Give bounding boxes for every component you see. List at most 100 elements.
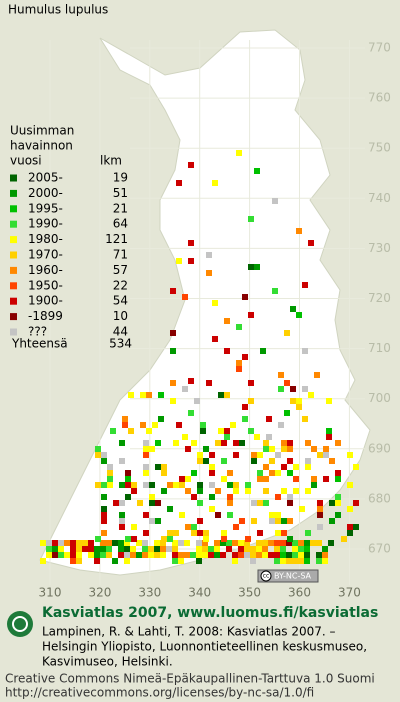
record-square <box>113 500 119 506</box>
record-square <box>268 540 274 546</box>
northing-label: 680 <box>368 491 391 505</box>
record-square <box>257 530 263 536</box>
easting-label: 330 <box>138 586 161 600</box>
record-square <box>254 168 260 174</box>
record-square <box>161 536 167 542</box>
record-square <box>197 518 203 524</box>
record-square <box>214 552 220 558</box>
record-square <box>263 464 269 470</box>
record-square <box>230 422 236 428</box>
record-square <box>257 476 263 482</box>
record-square <box>248 398 254 404</box>
record-square <box>167 530 173 536</box>
record-square <box>143 440 149 446</box>
record-square <box>256 546 262 552</box>
record-square <box>275 512 281 518</box>
record-square <box>220 540 226 546</box>
record-square <box>242 354 248 360</box>
record-square <box>209 464 215 470</box>
record-square <box>142 540 148 546</box>
record-square <box>263 500 269 506</box>
record-square <box>95 536 101 542</box>
record-square <box>52 540 58 546</box>
record-square <box>160 546 166 552</box>
legend-swatch <box>10 313 17 321</box>
record-square <box>287 470 293 476</box>
record-square <box>250 546 256 552</box>
record-square <box>154 552 160 558</box>
record-square <box>191 530 197 536</box>
record-square <box>161 488 167 494</box>
record-square <box>311 446 317 452</box>
record-square <box>185 524 191 530</box>
record-square <box>179 476 185 482</box>
record-square <box>125 476 131 482</box>
legend-label: 1900- <box>28 294 63 308</box>
record-square <box>248 312 254 318</box>
record-square <box>172 540 178 546</box>
record-square <box>100 552 106 558</box>
record-square <box>236 150 242 156</box>
record-square <box>196 552 202 558</box>
record-square <box>326 428 332 434</box>
record-square <box>64 540 70 546</box>
record-square <box>254 434 260 440</box>
record-square <box>248 264 254 270</box>
legend-count: 51 <box>113 186 128 200</box>
legend-total: 534 <box>109 337 132 351</box>
record-square <box>106 552 112 558</box>
record-square <box>335 476 341 482</box>
record-square <box>347 482 353 488</box>
northing-label: 750 <box>368 141 391 155</box>
legend-swatch <box>10 328 17 336</box>
record-square <box>52 546 58 552</box>
record-square <box>323 476 329 482</box>
record-square <box>40 540 46 546</box>
record-square <box>101 458 107 464</box>
northing-label: 760 <box>368 91 391 105</box>
record-square <box>76 552 82 558</box>
record-square <box>178 552 184 558</box>
northing-label: 690 <box>368 441 391 455</box>
record-square <box>112 558 118 564</box>
record-square <box>242 404 248 410</box>
record-square <box>140 392 146 398</box>
record-square <box>221 530 227 536</box>
record-square <box>184 540 190 546</box>
legend-swatch <box>10 251 17 259</box>
record-square <box>272 288 278 294</box>
record-square <box>203 446 209 452</box>
record-square <box>191 494 197 500</box>
record-square <box>238 552 244 558</box>
record-square <box>257 452 263 458</box>
record-square <box>287 458 293 464</box>
record-square <box>328 540 334 546</box>
record-square <box>149 482 155 488</box>
record-square <box>161 464 167 470</box>
record-square <box>209 494 215 500</box>
record-square <box>244 552 250 558</box>
record-square <box>209 506 215 512</box>
record-square <box>143 464 149 470</box>
record-square <box>119 482 125 488</box>
record-square <box>286 540 292 546</box>
record-square <box>200 428 206 434</box>
record-square <box>245 488 251 494</box>
record-square <box>206 252 212 258</box>
record-square <box>248 216 254 222</box>
legend-col-header: vuosi <box>10 154 42 168</box>
record-square <box>70 546 76 552</box>
record-square <box>160 540 166 546</box>
record-square <box>46 552 52 558</box>
record-square <box>274 552 280 558</box>
record-square <box>101 506 107 512</box>
record-square <box>233 482 239 488</box>
record-square <box>202 540 208 546</box>
record-square <box>269 518 275 524</box>
record-square <box>76 546 82 552</box>
record-square <box>94 558 100 564</box>
record-square <box>281 440 287 446</box>
record-square <box>119 524 125 530</box>
record-square <box>335 440 341 446</box>
